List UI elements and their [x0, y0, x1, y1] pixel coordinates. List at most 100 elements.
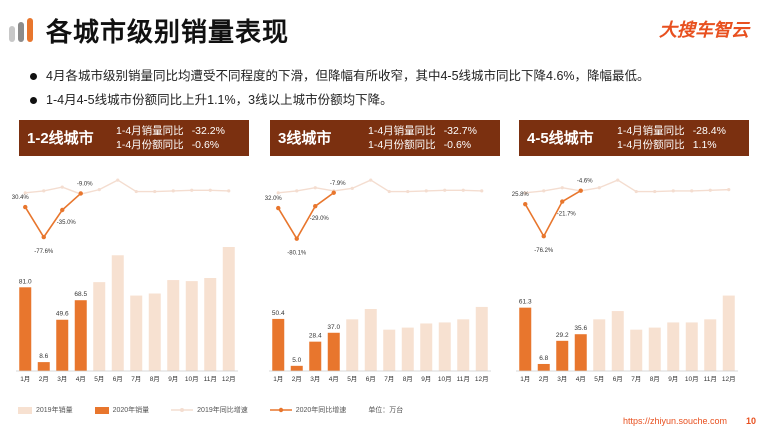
bar-value-label: 35.6 — [574, 325, 587, 332]
point-2019-growth — [313, 186, 317, 190]
share-yoy-value: -0.6% — [191, 139, 220, 151]
legend-label: 2020年销量 — [112, 407, 150, 414]
bar-2019-sales — [401, 327, 414, 371]
line-2019-growth — [525, 179, 729, 194]
point-2019-growth — [708, 188, 712, 192]
panel-city-name: 4-5线城市 — [527, 130, 594, 147]
legend-item-2020-sales: 2020年销量 — [94, 405, 150, 415]
bullet-text: 1-4月4-5线城市份额同比上升1.1%，3线以上城市份额均下降。 — [46, 93, 393, 107]
legend-item-2019-growth: 2019年同比增速 — [171, 405, 248, 415]
growth-value-label: -35.0% — [57, 220, 77, 226]
bar-value-label: 29.2 — [556, 332, 569, 339]
bar-2019-sales — [475, 306, 488, 371]
x-tick-label: 9月 — [168, 375, 178, 383]
sales-yoy-value: -28.4% — [692, 125, 726, 137]
point-2020-growth — [523, 201, 528, 207]
point-2019-growth — [23, 191, 27, 195]
bar-value-label: 8.6 — [39, 353, 48, 360]
bar-value-label: 49.6 — [56, 311, 69, 318]
point-2020-growth — [578, 188, 583, 193]
point-2019-growth — [153, 189, 157, 194]
summary-bullets: 4月各城市级别销量同比均遭受不同程度的下滑，但降幅有所收窄，其中4-5线城市同比… — [30, 64, 650, 112]
footer-url-link[interactable]: https://zhiyun.souche.com — [623, 416, 728, 426]
x-tick-label: 3月 — [57, 375, 67, 383]
bar-2019-sales — [111, 255, 124, 371]
share-yoy-label: 1-4月份额同比 — [368, 139, 436, 151]
bar-2019-sales — [611, 311, 624, 371]
x-tick-label: 12月 — [475, 375, 489, 383]
bullet-dot-icon — [30, 72, 37, 80]
x-tick-label: 6月 — [366, 375, 376, 383]
x-tick-label: 11月 — [457, 375, 470, 383]
x-tick-label: 8月 — [650, 375, 660, 383]
bar-2019-sales — [593, 319, 606, 371]
share-yoy-value: -0.6% — [443, 139, 472, 151]
bar-2020-sales — [74, 300, 87, 371]
x-tick-label: 4月 — [76, 375, 86, 383]
point-2019-growth — [671, 189, 675, 193]
page-number: 10 — [746, 416, 757, 426]
x-tick-label: 1月 — [520, 375, 530, 383]
growth-value-label: -77.6% — [34, 249, 54, 255]
point-2019-growth — [134, 189, 138, 194]
bar-2020-sales — [19, 287, 32, 371]
point-2020-growth — [294, 236, 299, 241]
bar-2020-sales — [56, 319, 69, 371]
legend-unit: 单位：万台 — [368, 405, 403, 415]
bar-2019-sales — [667, 322, 680, 371]
bar-2019-sales — [222, 247, 235, 371]
bar-2019-sales — [93, 282, 106, 371]
x-tick-label: 1月 — [20, 375, 30, 383]
point-2019-growth — [350, 186, 354, 190]
bullet-item: 1-4月4-5线城市份额同比上升1.1%，3线以上城市份额均下降。 — [30, 88, 650, 112]
x-tick-label: 12月 — [222, 375, 236, 383]
bar-2020-sales — [519, 307, 532, 371]
x-tick-label: 11月 — [204, 375, 217, 383]
point-2020-growth — [23, 204, 28, 210]
point-2019-growth — [208, 188, 212, 192]
bullet-item: 4月各城市级别销量同比均遭受不同程度的下滑，但降幅有所收窄，其中4-5线城市同比… — [30, 64, 650, 88]
x-tick-label: 9月 — [421, 375, 431, 383]
point-2020-growth — [78, 191, 83, 196]
panel-stats: 1-4月销量同比 -32.7% 1-4月份额同比 -0.6% — [368, 124, 477, 152]
point-2020-growth — [331, 190, 336, 195]
x-tick-label: 10月 — [685, 375, 699, 383]
point-2019-growth — [60, 185, 64, 189]
x-tick-label: 7月 — [631, 375, 641, 383]
panel-city-name: 3线城市 — [278, 130, 332, 147]
panel-city-name: 1-2线城市 — [27, 130, 94, 147]
share-yoy-value: 1.1% — [692, 139, 717, 151]
point-2019-growth — [523, 191, 527, 195]
panel-header-tier45: 4-5线城市 1-4月销量同比 -28.4% 1-4月份额同比 1.1% — [519, 120, 749, 156]
point-2019-growth — [480, 189, 484, 193]
line-2020-growth — [524, 189, 582, 238]
bullet-dot-icon — [30, 96, 37, 104]
x-tick-label: 11月 — [704, 375, 717, 383]
x-tick-label: 7月 — [384, 375, 394, 383]
x-tick-label: 8月 — [403, 375, 413, 383]
growth-value-label: -29.0% — [310, 216, 330, 222]
line-2020-growth — [277, 192, 335, 241]
legend-item-2019-sales: 2019年销量 — [18, 405, 73, 415]
growth-value-label: -4.6% — [577, 179, 593, 185]
bar-value-label: 68.5 — [74, 291, 87, 298]
bar-2020-sales — [272, 318, 285, 371]
point-2020-growth — [41, 234, 46, 240]
growth-value-label: -7.9% — [330, 181, 346, 187]
x-tick-label: 10月 — [438, 375, 452, 383]
bar-value-label: 5.0 — [292, 357, 301, 364]
point-2019-growth — [116, 178, 120, 182]
bar-value-label: 28.4 — [309, 333, 322, 340]
point-2019-growth — [653, 189, 657, 194]
bar-value-label: 81.0 — [19, 278, 32, 285]
chart-tier3: 50.4 5.0 28.4 37.0 1月 2月 3月 4月 5月 6月 7月 8月 9月 10月 11月 1… — [265, 178, 491, 383]
line-2019-growth — [278, 179, 482, 194]
point-2019-growth — [171, 189, 175, 193]
chart-tier45: 61.3 6.8 29.2 35.6 1月 2月 3月 4月 5月 6月 7月 8月 9月 10月 11月 1… — [512, 178, 738, 383]
brand-logo: 大搜车智云 — [659, 20, 749, 40]
bar-2019-sales — [130, 295, 143, 371]
title-accent-icon — [9, 18, 33, 42]
bar-2019-sales — [685, 322, 698, 371]
page-title: 各城市级别销量表现 — [46, 17, 290, 47]
growth-value-label: -76.2% — [534, 248, 554, 254]
